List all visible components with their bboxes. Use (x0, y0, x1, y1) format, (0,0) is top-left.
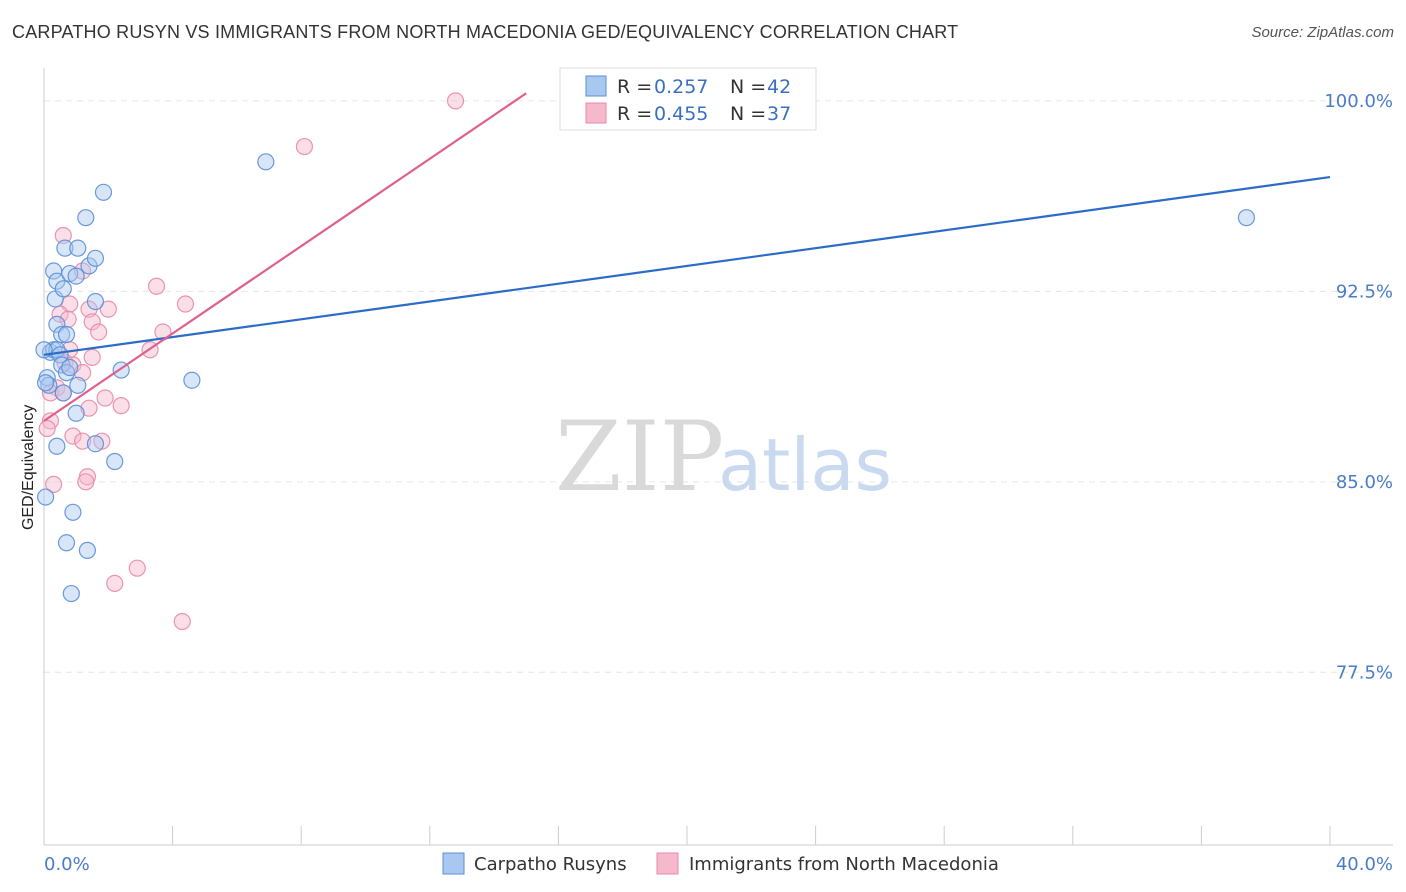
legend-n-value-blue: 42 (767, 76, 791, 98)
data-point-carpatho-rusyns (106, 452, 124, 471)
data-point-carpatho-rusyns (86, 249, 105, 267)
data-point-north-macedonia (77, 473, 95, 491)
data-point-carpatho-rusyns (37, 374, 55, 392)
y-axis-label: GED/Equivalency (20, 405, 37, 530)
watermark-zip: ZIP (555, 401, 724, 513)
legend-n-label-blue: N = (730, 76, 766, 98)
source-credit: Source: ZipAtlas.com (1251, 24, 1394, 41)
data-point-carpatho-rusyns (57, 534, 76, 552)
chart-title: CARPATHO RUSYN VS IMMIGRANTS FROM NORTH … (12, 22, 959, 42)
data-point-north-macedonia (80, 399, 98, 417)
data-point-carpatho-rusyns (37, 488, 55, 506)
y-tick-label: 85.0% (1336, 472, 1393, 493)
bottom-legend-swatch-pink (656, 852, 679, 875)
data-point-north-macedonia (38, 419, 56, 438)
y-tick-labels: 77.5% 85.0% 92.5% 100.0% (1324, 91, 1393, 683)
data-point-north-macedonia (54, 226, 72, 245)
data-point-north-macedonia (64, 427, 82, 445)
legend-n-value-pink: 37 (767, 103, 791, 125)
trend-line-carpatho-rusyns (43, 175, 1331, 356)
data-point-carpatho-rusyns (57, 325, 76, 344)
stats-legend: R = 0.257 N = 42 R = 0.455 N = 37 (559, 67, 817, 131)
data-point-carpatho-rusyns (54, 280, 72, 298)
data-point-carpatho-rusyns (64, 503, 82, 521)
data-point-north-macedonia (112, 397, 130, 415)
legend-n-label-pink: N = (730, 103, 766, 125)
data-point-carpatho-rusyns (62, 584, 80, 603)
y-tick-label: 100.0% (1324, 91, 1393, 112)
data-point-carpatho-rusyns (54, 384, 72, 402)
data-point-north-macedonia (45, 475, 63, 493)
data-point-north-macedonia (176, 295, 195, 313)
data-point-carpatho-rusyns (94, 183, 113, 201)
data-point-carpatho-rusyns (67, 267, 85, 285)
legend-swatch-blue (585, 75, 607, 97)
data-point-carpatho-rusyns (61, 358, 79, 377)
x-tick-label-max: 40.0% (1336, 854, 1393, 875)
data-point-north-macedonia (106, 574, 124, 593)
data-point-north-macedonia (96, 389, 114, 407)
series-carpatho-rusyns (35, 153, 1256, 603)
bottom-legend-label-blue: Carpatho Rusyns (474, 854, 627, 875)
data-point-carpatho-rusyns (257, 153, 275, 171)
legend-r-label-pink: R = (617, 103, 652, 125)
y-tick-label: 77.5% (1336, 662, 1393, 683)
trend-lines (43, 92, 1331, 422)
data-point-north-macedonia (83, 313, 101, 331)
data-point-north-macedonia (73, 432, 92, 450)
data-point-carpatho-rusyns (57, 364, 76, 382)
watermark-atlas: atlas (718, 423, 892, 507)
data-point-carpatho-rusyns (86, 292, 105, 311)
data-point-north-macedonia (446, 92, 465, 110)
data-point-north-macedonia (83, 348, 101, 366)
data-point-carpatho-rusyns (56, 239, 74, 257)
axes (43, 68, 1393, 846)
data-point-north-macedonia (128, 559, 146, 577)
y-tick-label: 92.5% (1336, 281, 1393, 302)
data-point-carpatho-rusyns (40, 376, 58, 394)
legend-r-label-blue: R = (617, 76, 652, 98)
x-tick-label-min: 0.0% (44, 854, 90, 875)
watermark: ZIP atlas (555, 401, 892, 513)
trend-line-north-macedonia (43, 92, 527, 422)
series-immigrants-north-macedonia (38, 92, 465, 631)
data-point-north-macedonia (99, 300, 117, 318)
data-point-carpatho-rusyns (69, 239, 87, 257)
grid-lines (44, 100, 1393, 673)
data-point-carpatho-rusyns (35, 341, 53, 359)
legend-r-value-pink: 0.455 (654, 103, 708, 125)
data-point-carpatho-rusyns (69, 376, 87, 394)
data-point-carpatho-rusyns (48, 437, 66, 455)
data-point-north-macedonia (147, 277, 166, 295)
series-legend: Carpatho Rusyns Immigrants from North Ma… (442, 852, 999, 875)
data-point-carpatho-rusyns (183, 371, 201, 389)
data-point-carpatho-rusyns (53, 325, 71, 344)
legend-r-value-blue: 0.257 (654, 76, 708, 98)
bottom-legend-label-pink: Immigrants from North Macedonia (689, 854, 999, 875)
legend-swatch-pink (585, 102, 607, 124)
data-point-carpatho-rusyns (77, 209, 95, 227)
data-point-carpatho-rusyns (67, 404, 85, 422)
data-point-north-macedonia (295, 137, 314, 156)
data-point-carpatho-rusyns (78, 541, 97, 559)
data-point-north-macedonia (90, 323, 108, 341)
data-point-carpatho-rusyns (86, 435, 105, 453)
data-point-north-macedonia (173, 612, 191, 631)
bottom-legend-swatch-blue (442, 852, 465, 875)
data-point-carpatho-rusyns (1237, 209, 1256, 227)
